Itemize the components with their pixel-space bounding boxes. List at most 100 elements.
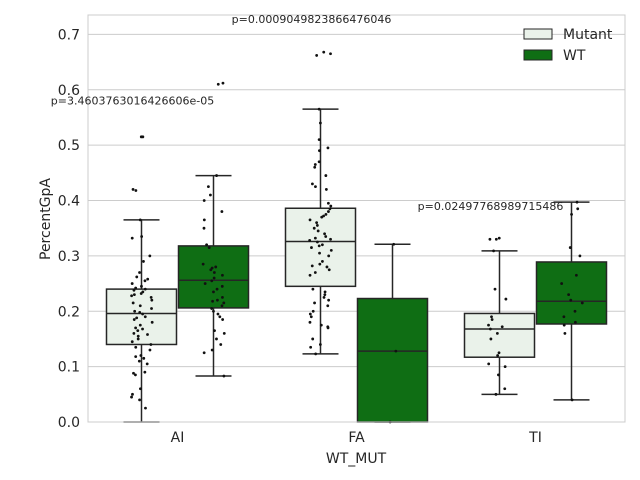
data-point xyxy=(324,174,328,177)
data-point xyxy=(142,356,146,360)
plot-background xyxy=(88,15,625,422)
data-point xyxy=(149,296,153,299)
y-tick-label: 0.3 xyxy=(58,249,80,265)
data-point xyxy=(209,193,212,197)
data-point xyxy=(503,365,507,369)
data-point xyxy=(131,392,134,396)
box-iqr xyxy=(356,297,429,423)
data-point xyxy=(308,320,312,324)
data-point xyxy=(315,54,319,57)
data-point xyxy=(494,237,498,241)
data-point xyxy=(146,277,150,281)
data-point xyxy=(205,243,208,247)
data-point xyxy=(318,262,322,266)
box-iqr xyxy=(105,288,178,346)
data-point xyxy=(487,362,491,366)
data-point xyxy=(222,374,226,378)
data-point xyxy=(314,352,318,356)
data-point xyxy=(311,182,314,186)
data-point xyxy=(206,185,210,189)
data-point xyxy=(219,343,223,346)
data-point xyxy=(134,326,138,330)
plot-frame xyxy=(87,14,626,423)
data-point xyxy=(138,398,141,402)
grid-lines xyxy=(88,33,625,423)
data-point xyxy=(136,329,140,333)
x-tick-labels: AI FA TI xyxy=(171,430,542,446)
y-tick-label: 0.7 xyxy=(58,27,80,43)
data-point xyxy=(312,226,316,230)
data-point xyxy=(560,282,564,285)
data-point xyxy=(134,286,138,290)
data-point xyxy=(308,218,312,222)
data-point xyxy=(488,327,492,331)
data-point xyxy=(570,398,574,402)
data-point xyxy=(202,199,206,202)
data-point xyxy=(149,343,153,346)
data-point xyxy=(568,246,572,249)
data-point xyxy=(323,232,326,236)
data-point xyxy=(143,279,147,283)
data-point xyxy=(309,345,313,349)
data-point xyxy=(215,287,219,291)
box-iqr xyxy=(535,261,608,325)
data-point xyxy=(136,337,140,341)
data-point xyxy=(324,188,328,191)
data-point xyxy=(132,293,136,297)
data-point xyxy=(212,271,216,274)
data-point xyxy=(214,265,218,269)
data-point xyxy=(216,298,219,302)
y-tick-label: 0.5 xyxy=(58,138,80,154)
data-point xyxy=(131,188,135,191)
data-point xyxy=(220,210,224,213)
data-point xyxy=(317,138,321,141)
data-point xyxy=(134,355,138,359)
y-tick-label: 0.2 xyxy=(58,304,80,320)
data-point xyxy=(317,107,321,111)
data-point xyxy=(320,215,324,219)
data-point xyxy=(137,359,141,363)
data-point xyxy=(140,235,144,238)
data-point xyxy=(132,318,136,321)
data-point xyxy=(326,146,330,150)
data-point xyxy=(567,293,571,297)
legend-swatch-wt xyxy=(523,49,553,61)
data-point xyxy=(222,332,226,335)
data-point xyxy=(132,288,136,292)
data-point xyxy=(574,273,578,277)
y-axis-label: PercentGpA xyxy=(38,178,54,260)
box-group xyxy=(105,108,608,423)
box-mutant-fa xyxy=(284,108,357,355)
legend-label-mutant: Mutant xyxy=(563,27,613,43)
data-point xyxy=(138,304,142,308)
data-point xyxy=(497,351,501,355)
data-point xyxy=(148,254,152,258)
data-point xyxy=(311,287,315,291)
data-point xyxy=(143,315,147,319)
data-point xyxy=(150,320,154,324)
data-point xyxy=(221,81,225,85)
data-point xyxy=(313,301,316,305)
data-point xyxy=(488,237,492,241)
data-point xyxy=(569,298,573,302)
data-point xyxy=(327,254,331,258)
data-point xyxy=(323,290,327,294)
x-axis-label: WT_MUT xyxy=(326,451,387,467)
data-point xyxy=(134,189,138,192)
data-point xyxy=(327,298,331,302)
data-point xyxy=(212,276,216,280)
data-point xyxy=(143,370,147,374)
data-point xyxy=(495,332,499,335)
data-point xyxy=(202,226,206,230)
data-point xyxy=(130,294,134,298)
y-tick-label: 0.6 xyxy=(58,83,80,99)
y-tick-label: 0.1 xyxy=(58,360,80,376)
data-point xyxy=(144,406,147,410)
data-point xyxy=(138,323,142,327)
data-point xyxy=(327,210,330,213)
data-point xyxy=(146,333,149,336)
data-point xyxy=(322,50,326,54)
x-tick-label: AI xyxy=(171,430,185,446)
data-point xyxy=(497,236,501,240)
data-point xyxy=(328,207,332,211)
